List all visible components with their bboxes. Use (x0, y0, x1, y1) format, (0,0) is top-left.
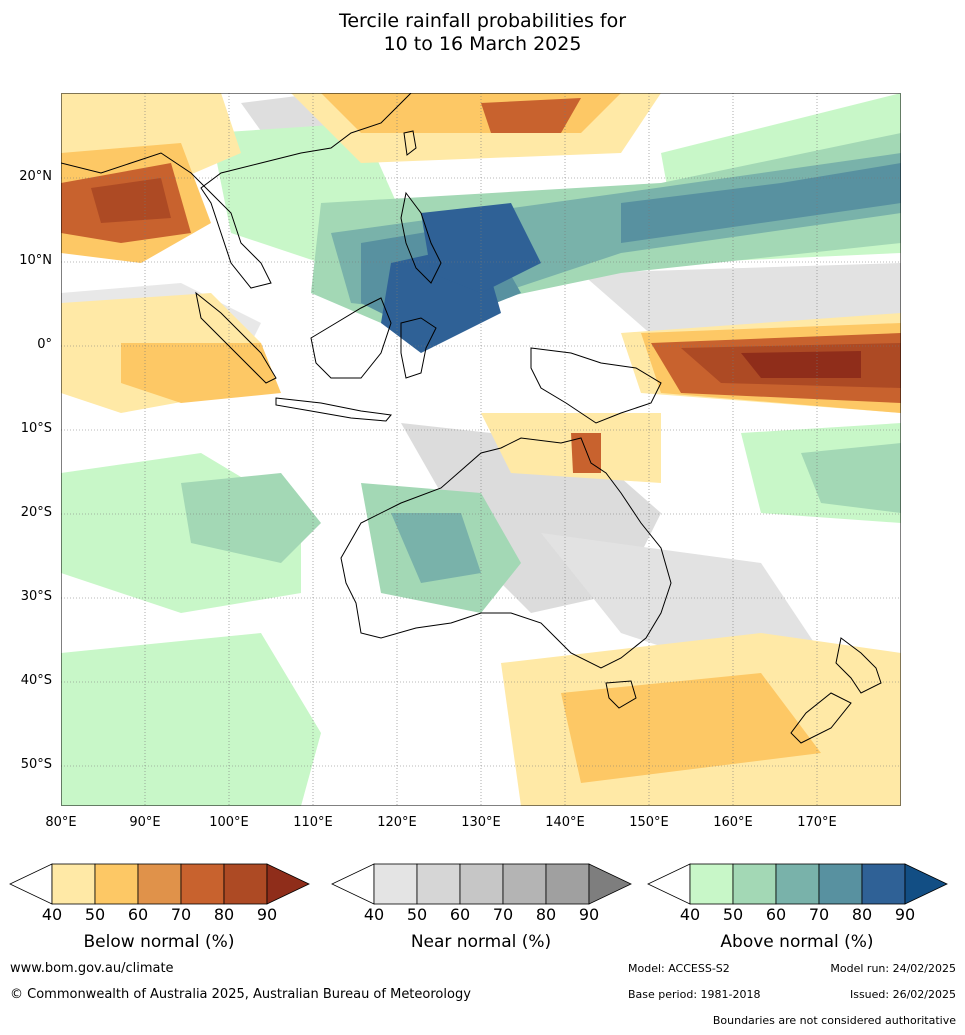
tick-label: 90 (894, 905, 916, 924)
near-normal-swatch (459, 863, 504, 905)
lon-label-100e: 100°E (209, 815, 249, 830)
issued-date: Issued: 26/02/2025 (849, 988, 956, 1001)
tick-label: 60 (765, 905, 787, 924)
lat-label-50s: 50°S (20, 757, 52, 772)
below-normal-swatch (94, 863, 139, 905)
near-normal-title: Near normal (%) (410, 932, 552, 952)
australia-coast (340, 437, 672, 669)
above-normal-swatch (689, 863, 734, 905)
above-normal-swatch (775, 863, 820, 905)
tick-label: 90 (256, 905, 278, 924)
colorbar-above-normal (647, 863, 948, 905)
lon-label-120e: 120°E (377, 815, 417, 830)
above-normal-extension-high (904, 863, 948, 905)
philippines-coast (400, 191, 442, 284)
tick-label: 90 (578, 905, 600, 924)
field-above-strong (331, 153, 901, 583)
tick-label: 80 (535, 905, 557, 924)
lon-label-150e: 150°E (629, 815, 669, 830)
field-below-strong (61, 98, 901, 473)
coastlines (61, 93, 882, 744)
below-normal-title: Below normal (%) (83, 932, 235, 952)
below-normal-swatch (223, 863, 268, 905)
tick-label: 40 (679, 905, 701, 924)
below-normal-extension-high (266, 863, 310, 905)
colorbar-below-normal (9, 863, 310, 905)
sumatra-coast (195, 291, 277, 384)
tick-label: 60 (449, 905, 471, 924)
near-normal-swatch (545, 863, 590, 905)
above-normal-swatch (818, 863, 863, 905)
lat-label-20s: 20°S (20, 505, 52, 520)
tick-label: 70 (170, 905, 192, 924)
below-normal-swatch (51, 863, 96, 905)
above-normal-extension-low (647, 863, 691, 905)
base-period: Base period: 1981-2018 (628, 988, 761, 1001)
below-normal-extension-low (9, 863, 53, 905)
above-normal-swatch (732, 863, 777, 905)
model-run: Model run: 24/02/2025 (830, 962, 956, 975)
tasmania-coast (605, 680, 637, 709)
near-normal-swatch (416, 863, 461, 905)
new-guinea-coast (530, 347, 662, 424)
tick-label: 40 (363, 905, 385, 924)
taiwan-coast (403, 130, 417, 156)
model-name: Model: ACCESS-S2 (628, 962, 730, 975)
title-line-1: Tercile rainfall probabilities for (338, 10, 627, 32)
tick-label: 60 (127, 905, 149, 924)
probability-map (61, 93, 901, 806)
near-normal-swatch (502, 863, 547, 905)
above-normal-swatch (861, 863, 906, 905)
website-link[interactable]: www.bom.gov.au/climate (10, 961, 174, 976)
lon-label-130e: 130°E (461, 815, 501, 830)
map-frame (61, 93, 901, 806)
java-coast (275, 397, 392, 422)
lat-label-40s: 40°S (20, 673, 52, 688)
below-normal-swatch (180, 863, 225, 905)
lon-label-170e: 170°E (797, 815, 837, 830)
copyright-text: © Commonwealth of Australia 2025, Austra… (10, 987, 471, 1002)
tick-label: 80 (213, 905, 235, 924)
colorbar-near-normal (331, 863, 632, 905)
lat-label-30s: 30°S (20, 589, 52, 604)
graticule (61, 93, 901, 806)
lat-label-10s: 10°S (20, 421, 52, 436)
sulawesi-coast (400, 317, 437, 379)
tick-label: 40 (41, 905, 63, 924)
mainland-asia-coast (61, 93, 412, 289)
tick-label: 70 (492, 905, 514, 924)
tick-label: 50 (406, 905, 428, 924)
tick-label: 50 (722, 905, 744, 924)
near-normal-extension-high (588, 863, 632, 905)
near-normal-swatch (373, 863, 418, 905)
new-zealand-coast (790, 637, 882, 744)
lon-label-110e: 110°E (293, 815, 333, 830)
near-normal-extension-low (331, 863, 375, 905)
tick-label: 80 (851, 905, 873, 924)
lon-label-90e: 90°E (129, 815, 161, 830)
tick-label: 70 (808, 905, 830, 924)
lat-label-10n: 10°N (19, 253, 52, 268)
lon-label-80e: 80°E (45, 815, 77, 830)
lon-label-160e: 160°E (713, 815, 753, 830)
lon-label-140e: 140°E (545, 815, 585, 830)
above-normal-title: Above normal (%) (720, 932, 874, 952)
map-title: Tercile rainfall probabilities for 10 to… (0, 10, 965, 56)
lat-label-20n: 20°N (19, 169, 52, 184)
map-canvas (61, 93, 901, 806)
borneo-coast (310, 297, 392, 379)
tick-label: 50 (84, 905, 106, 924)
lat-label-equator: 0° (37, 337, 52, 352)
below-normal-swatch (137, 863, 182, 905)
boundaries-disclaimer: Boundaries are not considered authoritat… (712, 1014, 956, 1027)
title-line-2: 10 to 16 March 2025 (383, 33, 582, 55)
